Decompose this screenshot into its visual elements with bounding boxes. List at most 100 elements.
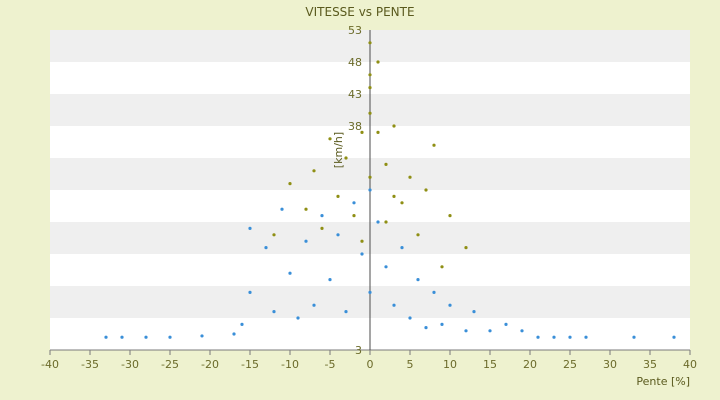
data-point <box>368 111 372 115</box>
data-point <box>472 310 476 314</box>
data-point <box>336 194 340 198</box>
data-point <box>104 335 108 339</box>
x-tick-label: 0 <box>367 358 374 371</box>
data-point <box>360 239 364 243</box>
data-point <box>384 220 388 224</box>
data-point <box>368 175 372 179</box>
data-point <box>376 60 380 64</box>
data-point <box>304 207 308 211</box>
data-point <box>344 156 348 160</box>
data-points <box>104 41 676 339</box>
y-tick-label: 3 <box>355 344 362 357</box>
chart-title: VITESSE vs PENTE <box>305 5 414 19</box>
data-point <box>392 124 396 128</box>
x-tick-label: -35 <box>81 358 99 371</box>
y-tick-label: 38 <box>348 120 362 133</box>
data-point <box>408 316 412 320</box>
x-tick-label: -15 <box>241 358 259 371</box>
x-tick-label: 30 <box>603 358 617 371</box>
data-point <box>400 246 404 250</box>
x-tick-label: 25 <box>563 358 577 371</box>
data-point <box>424 326 428 330</box>
x-tick-label: -5 <box>325 358 336 371</box>
data-point <box>144 335 148 339</box>
x-tick-label: 20 <box>523 358 537 371</box>
data-point <box>440 265 444 269</box>
data-point <box>296 316 300 320</box>
data-point <box>632 335 636 339</box>
data-point <box>320 226 324 230</box>
data-point <box>272 233 276 237</box>
data-point <box>304 239 308 243</box>
data-point <box>552 335 556 339</box>
x-tick-label: -40 <box>41 358 59 371</box>
data-point <box>168 335 172 339</box>
data-point <box>520 329 524 333</box>
data-point <box>376 130 380 134</box>
data-point <box>320 214 324 218</box>
data-point <box>328 137 332 141</box>
data-point <box>432 290 436 294</box>
data-point <box>448 214 452 218</box>
data-point <box>384 162 388 166</box>
data-point <box>264 246 268 250</box>
data-point <box>432 143 436 147</box>
x-tick-label: 5 <box>407 358 414 371</box>
data-point <box>280 207 284 211</box>
data-point <box>288 271 292 275</box>
data-point <box>464 246 468 250</box>
data-point <box>232 332 236 336</box>
data-point <box>352 214 356 218</box>
data-point <box>416 278 420 282</box>
data-point <box>368 41 372 45</box>
data-point <box>120 335 124 339</box>
data-point <box>240 322 244 326</box>
data-point <box>344 310 348 314</box>
x-tick-label: 35 <box>643 358 657 371</box>
data-point <box>328 278 332 282</box>
x-tick-label: 15 <box>483 358 497 371</box>
data-point <box>288 182 292 186</box>
data-point <box>392 303 396 307</box>
data-point <box>440 322 444 326</box>
y-axis-label: [km/h] <box>332 132 345 168</box>
data-point <box>584 335 588 339</box>
data-point <box>672 335 676 339</box>
x-ticks: -40 -35 -30 -25 -20 -15 -10 -5 0 5 10 15 20 25 30 35 40 <box>41 350 697 371</box>
x-tick-label: -20 <box>201 358 219 371</box>
data-point <box>360 252 364 256</box>
x-tick-label: 10 <box>443 358 457 371</box>
data-point <box>448 303 452 307</box>
data-point <box>504 322 508 326</box>
data-point <box>384 265 388 269</box>
data-point <box>464 329 468 333</box>
data-point <box>408 175 412 179</box>
data-point <box>360 130 364 134</box>
x-tick-label: -10 <box>281 358 299 371</box>
x-tick-label: -25 <box>161 358 179 371</box>
data-point <box>368 290 372 294</box>
data-point <box>248 226 252 230</box>
x-tick-label: 40 <box>683 358 697 371</box>
data-point <box>352 201 356 205</box>
data-point <box>400 201 404 205</box>
y-tick-label: 48 <box>348 56 362 69</box>
data-point <box>416 233 420 237</box>
data-point <box>424 188 428 192</box>
data-point <box>488 329 492 333</box>
data-point <box>368 188 372 192</box>
x-tick-label: -30 <box>121 358 139 371</box>
x-axis-label: Pente [%] <box>636 375 690 388</box>
data-point <box>272 310 276 314</box>
data-point <box>312 169 316 173</box>
data-point <box>392 194 396 198</box>
data-point <box>248 290 252 294</box>
data-point <box>536 335 540 339</box>
data-point <box>368 86 372 90</box>
data-point <box>368 73 372 77</box>
data-point <box>200 334 204 338</box>
data-point <box>376 220 380 224</box>
y-tick-label: 53 <box>348 24 362 37</box>
data-point <box>312 303 316 307</box>
